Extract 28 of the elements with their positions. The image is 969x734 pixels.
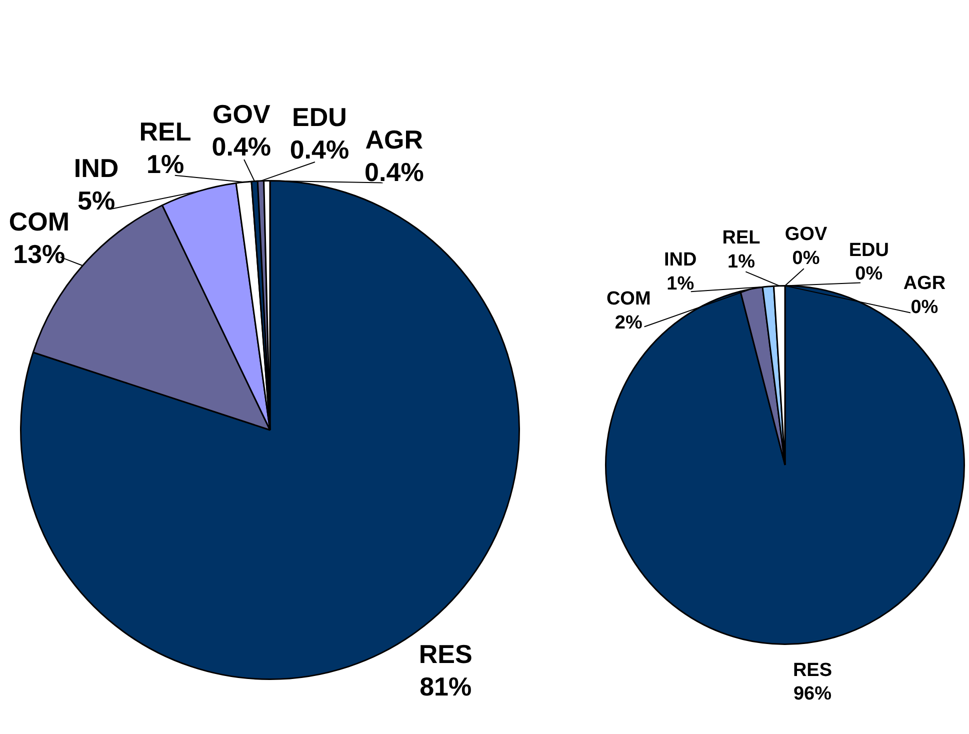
slice-label: RES: [418, 639, 472, 670]
slice-label: EDU: [292, 102, 347, 132]
data-label: 0.4%: [290, 134, 350, 164]
slice-label: RES: [792, 660, 832, 681]
data-label: 0.4%: [364, 157, 424, 188]
slice-label: IND: [74, 153, 119, 184]
slice-label: COM: [8, 206, 70, 237]
data-label: 81%: [420, 672, 472, 702]
data-label: 2%: [614, 312, 642, 334]
text: 0%: [855, 264, 883, 285]
legend-label: AGR: [903, 273, 946, 294]
data-label: 1%: [728, 251, 756, 272]
slice-label: REL: [722, 228, 761, 249]
category-label: EDU: [848, 240, 889, 261]
slice-label: COM: [606, 288, 651, 310]
data-label: 5%: [78, 186, 116, 216]
slice-label: REL: [139, 116, 192, 147]
data-label: 0.4%: [212, 132, 272, 162]
data-label: 13%: [13, 239, 66, 270]
text: 0%: [792, 248, 820, 269]
data-label: 1%: [666, 273, 694, 294]
slice-label: IND: [664, 250, 697, 271]
slice-label: GOV: [212, 99, 271, 130]
category-label: GOV: [784, 224, 828, 246]
slice-label: AGR: [365, 124, 424, 155]
data-label: 96%: [793, 684, 832, 705]
text: 0%: [910, 296, 938, 318]
data-label: 1%: [146, 149, 184, 180]
